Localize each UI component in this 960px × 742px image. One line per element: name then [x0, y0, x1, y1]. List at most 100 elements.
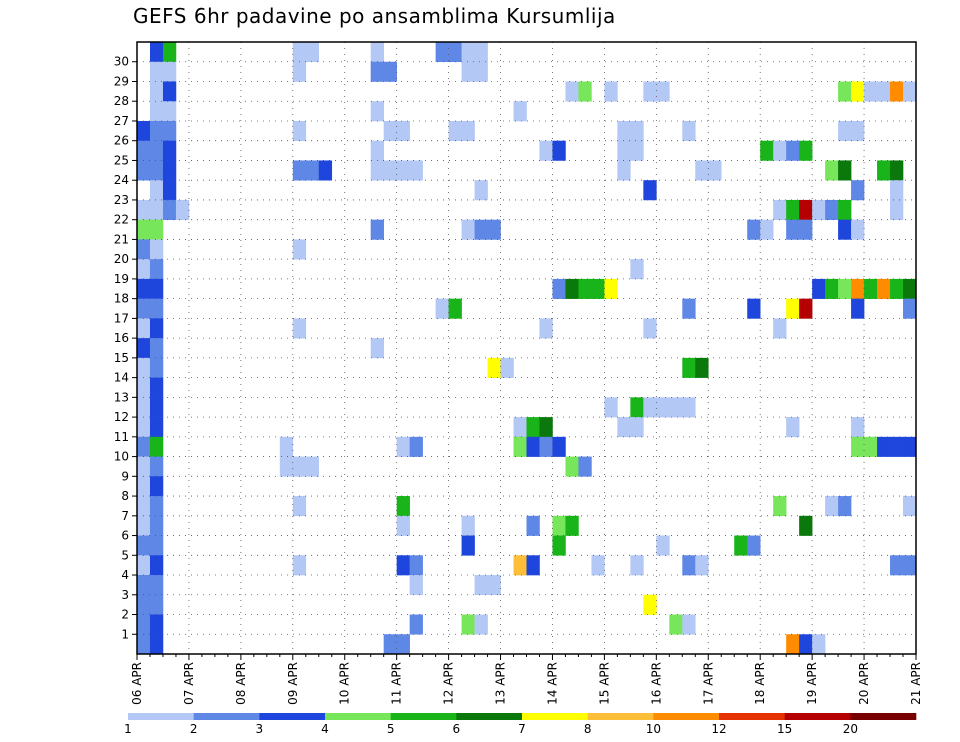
data-cell — [292, 239, 307, 260]
y-tick-label: 11 — [114, 430, 129, 444]
data-cell — [305, 160, 320, 181]
colorbar-label: 1 — [124, 722, 132, 736]
data-cell — [539, 140, 553, 161]
data-cell — [565, 456, 579, 477]
data-cell — [383, 160, 397, 181]
colorbar-swatch — [390, 713, 457, 720]
data-cell — [903, 81, 917, 102]
y-tick-label: 29 — [114, 74, 129, 88]
data-cell — [149, 199, 164, 220]
colorbar-swatch — [719, 713, 785, 720]
data-cell — [877, 81, 891, 102]
data-cell — [370, 101, 384, 122]
y-tick-label: 9 — [121, 469, 129, 483]
data-cell — [175, 199, 190, 220]
data-cell — [526, 555, 540, 576]
data-cell — [137, 515, 151, 536]
colorbar-swatch — [653, 713, 720, 720]
data-cell — [552, 140, 566, 161]
data-cell — [137, 535, 151, 556]
y-tick-label: 14 — [114, 371, 129, 385]
y-tick-label: 22 — [114, 213, 129, 227]
data-cell — [682, 357, 696, 378]
data-cell — [786, 634, 800, 655]
data-cell — [565, 81, 579, 102]
y-tick-label: 20 — [114, 252, 129, 266]
data-cell — [617, 417, 631, 438]
x-tick-label: 21 APR — [909, 662, 923, 705]
data-cell — [630, 555, 644, 576]
data-cell — [396, 634, 410, 655]
y-tick-label: 6 — [121, 529, 129, 543]
data-cell — [318, 160, 333, 181]
data-cell — [786, 199, 800, 220]
y-tick-label: 1 — [121, 627, 129, 641]
data-cell — [487, 219, 501, 240]
data-cell — [695, 555, 709, 576]
data-cell — [565, 278, 579, 299]
data-cell — [448, 42, 462, 63]
data-cell — [292, 456, 307, 477]
data-cell — [149, 42, 164, 63]
colorbar-label: 4 — [321, 722, 329, 736]
data-cell — [137, 634, 151, 655]
colorbar-swatch — [784, 713, 851, 720]
data-cell — [513, 101, 527, 122]
colorbar-swatch — [193, 713, 260, 720]
data-cell — [825, 278, 839, 299]
x-tick-label: 18 APR — [753, 662, 767, 705]
data-cell — [396, 555, 410, 576]
data-cell — [799, 515, 813, 536]
data-cell — [370, 160, 384, 181]
x-tick-label: 11 APR — [390, 662, 404, 705]
data-cell — [149, 496, 164, 517]
colorbar-label: 12 — [711, 722, 726, 736]
data-cell — [292, 318, 307, 339]
data-cell — [149, 476, 164, 497]
data-cell — [773, 496, 787, 517]
y-tick-label: 21 — [114, 232, 129, 246]
data-cell — [162, 42, 177, 63]
data-cell — [630, 397, 644, 418]
data-cell — [838, 278, 852, 299]
data-cell — [149, 259, 164, 280]
data-cell — [682, 555, 696, 576]
data-cell — [162, 160, 177, 181]
data-cell — [864, 436, 878, 457]
data-cell — [149, 555, 164, 576]
data-cell — [149, 535, 164, 556]
y-tick-label: 7 — [121, 509, 129, 523]
y-tick-label: 12 — [114, 410, 129, 424]
data-cell — [292, 61, 307, 82]
data-cell — [643, 318, 657, 339]
x-tick-label: 16 APR — [649, 662, 663, 705]
data-cell — [851, 219, 865, 240]
data-cell — [669, 614, 683, 635]
data-cell — [474, 219, 488, 240]
data-cell — [409, 575, 423, 596]
colorbar-label: 10 — [646, 722, 661, 736]
data-cell — [370, 42, 384, 63]
data-cell — [474, 42, 488, 63]
data-cell — [643, 397, 657, 418]
y-tick-label: 2 — [121, 608, 129, 622]
data-cell — [851, 81, 865, 102]
data-cell — [617, 140, 631, 161]
data-cell — [838, 81, 852, 102]
data-cell — [279, 436, 294, 457]
data-cell — [617, 120, 631, 142]
x-tick-label: 20 APR — [857, 662, 871, 705]
data-cell — [383, 61, 397, 82]
data-cell — [851, 180, 865, 201]
data-cell — [890, 436, 904, 457]
data-cell — [539, 318, 553, 339]
data-cell — [137, 338, 151, 359]
data-cell — [747, 298, 761, 319]
data-cell — [149, 318, 164, 339]
data-cell — [812, 634, 826, 655]
data-cell — [149, 140, 164, 161]
data-cell — [526, 436, 540, 457]
data-cell — [695, 160, 709, 181]
data-cell — [461, 219, 475, 240]
data-cell — [890, 199, 904, 220]
